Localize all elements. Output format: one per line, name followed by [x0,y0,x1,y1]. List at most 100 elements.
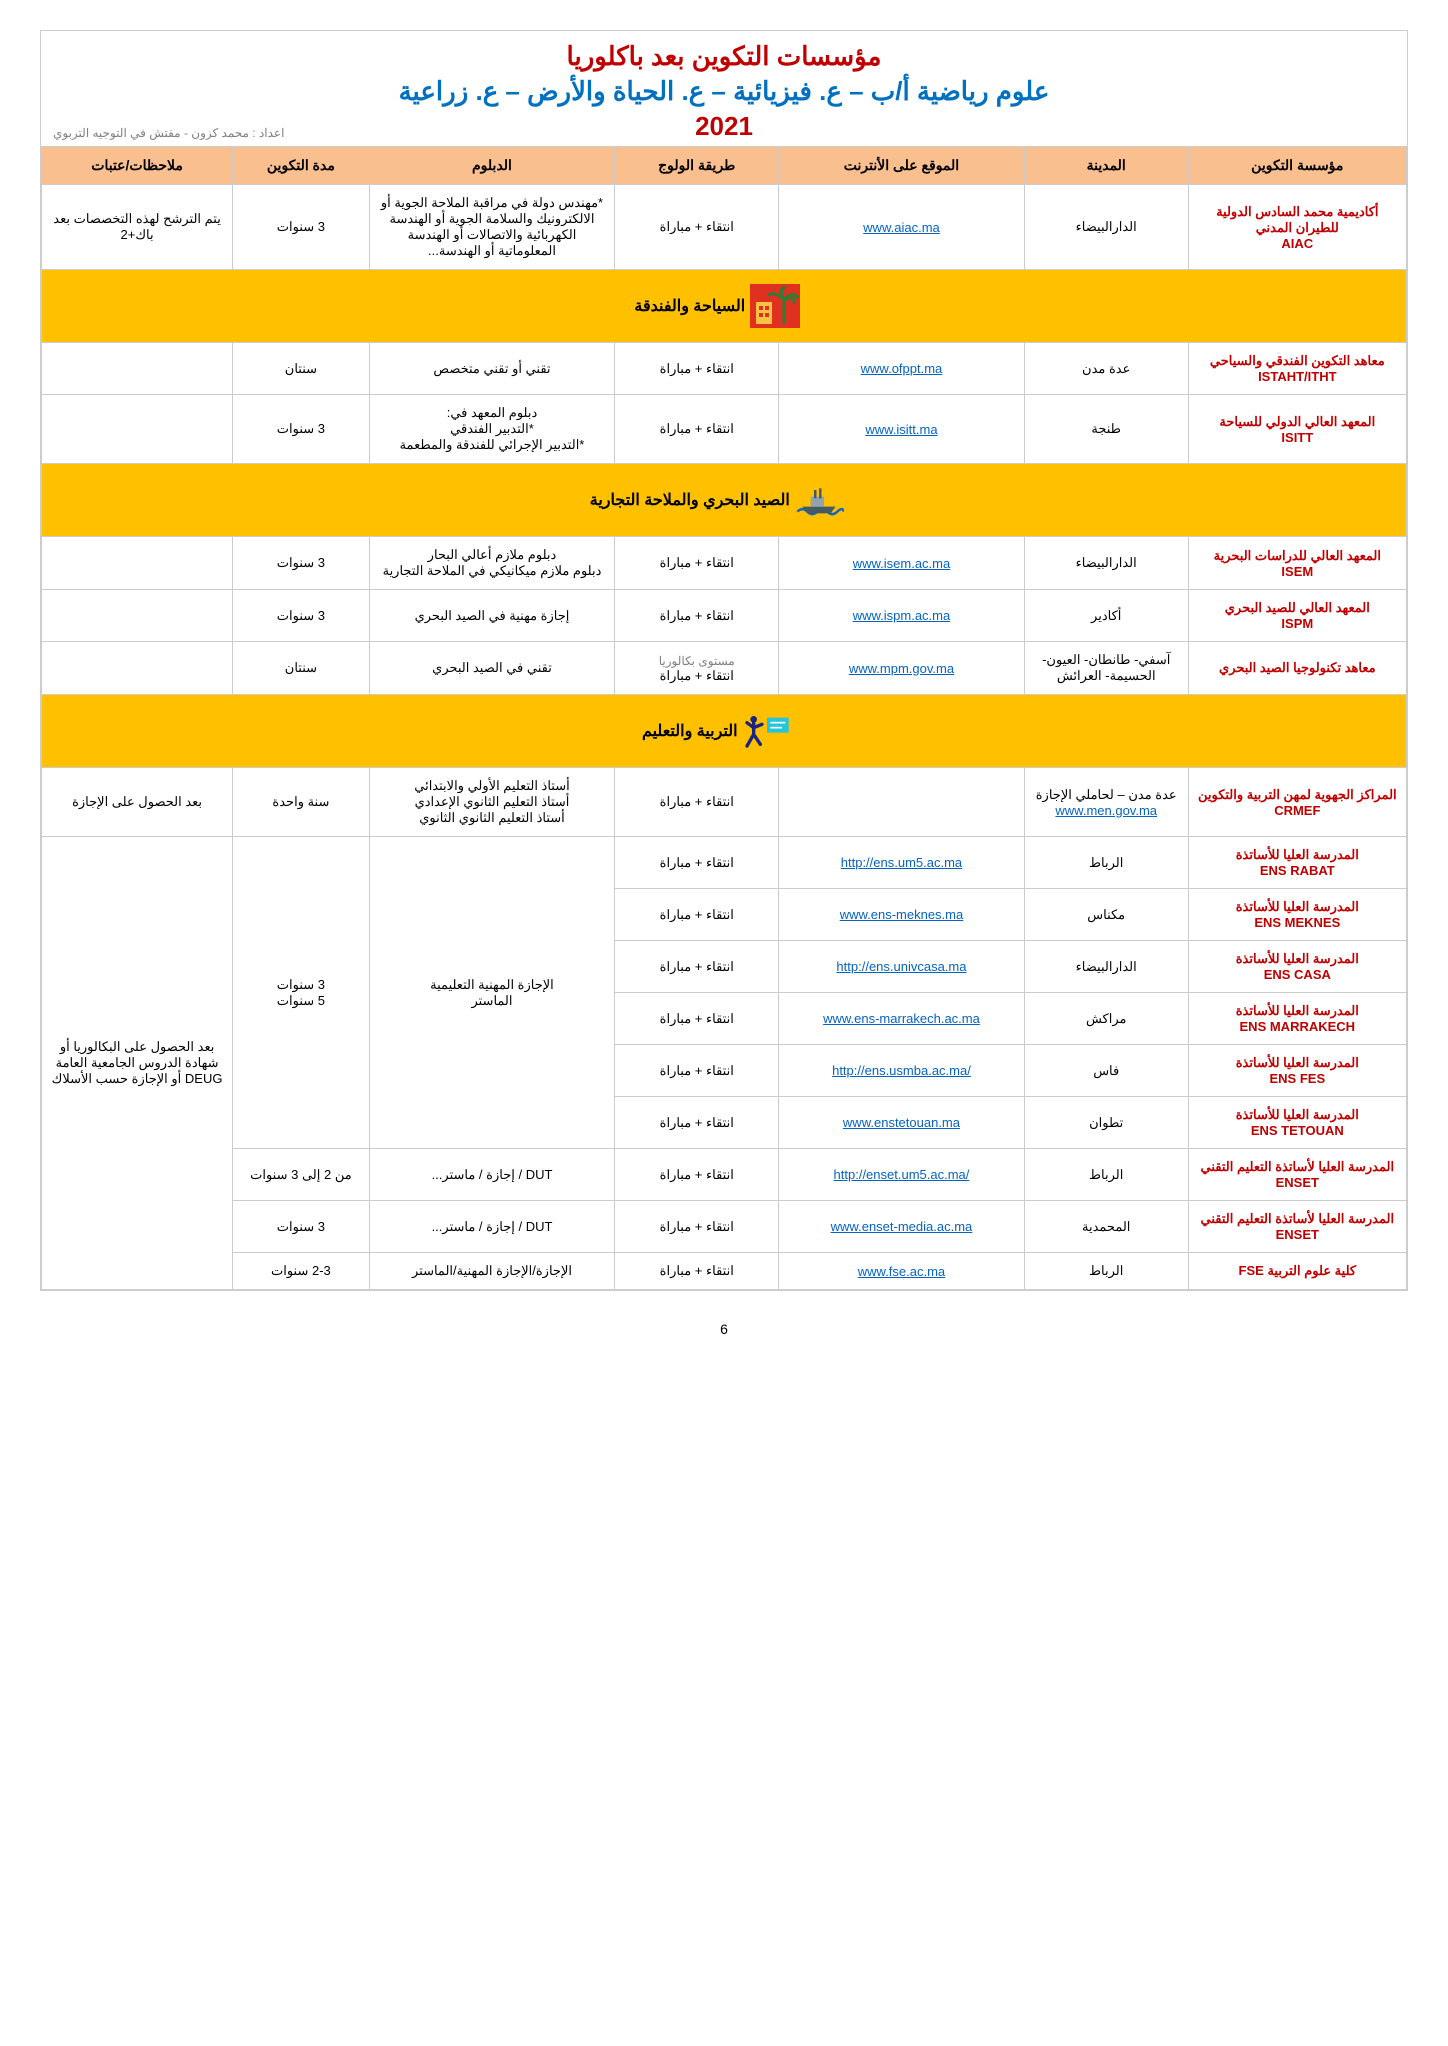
cell-url: www.mpm.gov.ma [779,642,1025,695]
website-link[interactable]: www.fse.ac.ma [858,1264,945,1279]
inst-latin: ENSET [1197,1227,1398,1242]
cell-url: www.enset-media.ac.ma [779,1201,1025,1253]
website-link[interactable]: http://ens.usmba.ac.ma/ [832,1063,971,1078]
table-row: أكاديمية محمد السادس الدولية للطيران الم… [42,185,1407,270]
access-main: انتقاء + مباراة [660,668,734,683]
cell-duration: 3 سنوات [233,185,370,270]
website-link[interactable]: www.mpm.gov.ma [849,661,954,676]
table-row: معاهد تكنولوجيا الصيد البحري آسفي- طانطا… [42,642,1407,695]
inst-latin: ENS TETOUAN [1197,1123,1398,1138]
section-row-education: التربية والتعليم [42,695,1407,768]
cell-city: تطوان [1024,1097,1188,1149]
cell-duration: من 2 إلى 3 سنوات [233,1149,370,1201]
city-text: عدة مدن – لحاملي الإجازة [1036,787,1177,802]
cell-duration: 3 سنوات [233,1201,370,1253]
col-duration: مدة التكوين [233,147,370,185]
cell-url: www.ens-marrakech.ac.ma [779,993,1025,1045]
cell-city: فاس [1024,1045,1188,1097]
col-notes: ملاحظات/عتبات [42,147,233,185]
website-link[interactable]: www.isem.ac.ma [853,556,951,571]
inst-ar: المدرسة العليا للأساتذة [1236,951,1359,966]
cell-diploma: الإجازة/الإجازة المهنية/الماستر [369,1253,615,1290]
inst-latin: ISEM [1197,564,1398,579]
inst-ar: أكاديمية محمد السادس الدولية للطيران الم… [1216,204,1378,235]
cell-institution: المعهد العالي الدولي للسياحة ISITT [1188,395,1406,464]
cell-access: مستوى بكالوريا انتقاء + مباراة [615,642,779,695]
inst-ar: المراكز الجهوية لمهن التربية والتكوين [1198,787,1397,802]
cell-city: الرباط [1024,1253,1188,1290]
access-pre: مستوى بكالوريا [659,654,735,668]
website-link[interactable]: www.ens-marrakech.ac.ma [823,1011,980,1026]
website-link[interactable]: www.men.gov.ma [1055,803,1157,818]
cell-duration: 3 سنوات [233,537,370,590]
cell-institution: المعهد العالي للدراسات البحرية ISEM [1188,537,1406,590]
cell-url: www.ens-meknes.ma [779,889,1025,941]
cell-access: انتقاء + مباراة [615,768,779,837]
cell-duration: 3 سنوات [233,590,370,642]
col-website: الموقع على الأنترنت [779,147,1025,185]
website-link[interactable]: www.enstetouan.ma [843,1115,960,1130]
title-sub: علوم رياضية أ/ب – ع. فيزيائية – ع. الحيا… [51,76,1397,107]
website-link[interactable]: http://ens.um5.ac.ma [841,855,962,870]
document-page: مؤسسات التكوين بعد باكلوريا علوم رياضية … [40,30,1408,1291]
cell-institution: كلية علوم التربية FSE [1188,1253,1406,1290]
cell-access: انتقاء + مباراة [615,590,779,642]
table-row: المدرسة العليا لأساتذة التعليم التقنيENS… [42,1201,1407,1253]
website-link[interactable]: http://enset.um5.ac.ma/ [834,1167,970,1182]
website-link[interactable]: www.aiac.ma [863,220,940,235]
cell-city: عدة مدن – لحاملي الإجازة www.men.gov.ma [1024,768,1188,837]
cell-url: www.enstetouan.ma [779,1097,1025,1149]
cell-access: انتقاء + مباراة [615,837,779,889]
inst-latin: ISPM [1197,616,1398,631]
inst-latin: ENSET [1197,1175,1398,1190]
cell-url: http://ens.usmba.ac.ma/ [779,1045,1025,1097]
cell-url: www.fse.ac.ma [779,1253,1025,1290]
inst-ar: المدرسة العليا للأساتذة [1236,847,1359,862]
cell-access: انتقاء + مباراة [615,1201,779,1253]
inst-ar: المدرسة العليا للأساتذة [1236,899,1359,914]
cell-city: مراكش [1024,993,1188,1045]
website-link[interactable]: www.ens-meknes.ma [840,907,964,922]
website-link[interactable]: www.enset-media.ac.ma [831,1219,973,1234]
table-row: المراكز الجهوية لمهن التربية والتكوين CR… [42,768,1407,837]
website-link[interactable]: www.ispm.ac.ma [853,608,951,623]
cell-city: طنجة [1024,395,1188,464]
cell-institution: أكاديمية محمد السادس الدولية للطيران الم… [1188,185,1406,270]
cell-url: www.ispm.ac.ma [779,590,1025,642]
inst-ar: المعهد العالي الدولي للسياحة [1219,414,1375,429]
cell-access: انتقاء + مباراة [615,395,779,464]
cell-institution: المعهد العالي للصيد البحري ISPM [1188,590,1406,642]
cell-access: انتقاء + مباراة [615,1097,779,1149]
ship-icon [794,478,844,522]
cell-institution: المدرسة العليا للأساتذةENS TETOUAN [1188,1097,1406,1149]
table-row: المعهد العالي للدراسات البحرية ISEM الدا… [42,537,1407,590]
cell-diploma: تقني أو تقني متخصص [369,343,615,395]
website-link[interactable]: http://ens.univcasa.ma [836,959,966,974]
inst-latin: ENS MEKNES [1197,915,1398,930]
cell-diploma: *مهندس دولة في مراقبة الملاحة الجوية أو … [369,185,615,270]
cell-url: www.aiac.ma [779,185,1025,270]
cell-institution: المدرسة العليا لأساتذة التعليم التقنيENS… [1188,1149,1406,1201]
cell-city: الرباط [1024,837,1188,889]
section-label: السياحة والفندقة [634,296,745,316]
inst-ar: المدرسة العليا للأساتذة [1236,1055,1359,1070]
inst-ar: كلية علوم التربية [1267,1263,1356,1278]
page-number: 6 [40,1321,1408,1337]
table-row: المدرسة العليا لأساتذة التعليم التقنيENS… [42,1149,1407,1201]
cell-note [42,537,233,590]
cell-city: المحمدية [1024,1201,1188,1253]
inst-latin: ENS FES [1197,1071,1398,1086]
cell-note: يتم الترشح لهذه التخصصات بعد باك+2 [42,185,233,270]
cell-access: انتقاء + مباراة [615,1149,779,1201]
website-link[interactable]: www.ofppt.ma [861,361,943,376]
website-link[interactable]: www.isitt.ma [865,422,937,437]
table-row: المعهد العالي للصيد البحري ISPM أكادير w… [42,590,1407,642]
cell-url: http://enset.um5.ac.ma/ [779,1149,1025,1201]
cell-city: الدارالبيضاء [1024,185,1188,270]
inst-ar: المدرسة العليا للأساتذة [1236,1003,1359,1018]
cell-duration: 3 سنوات [233,395,370,464]
cell-note [42,642,233,695]
cell-city: آسفي- طانطان- العيون- الحسيمة- العرائش [1024,642,1188,695]
cell-city: مكناس [1024,889,1188,941]
cell-note: بعد الحصول على البكالوريا أو شهادة الدرو… [42,837,233,1290]
